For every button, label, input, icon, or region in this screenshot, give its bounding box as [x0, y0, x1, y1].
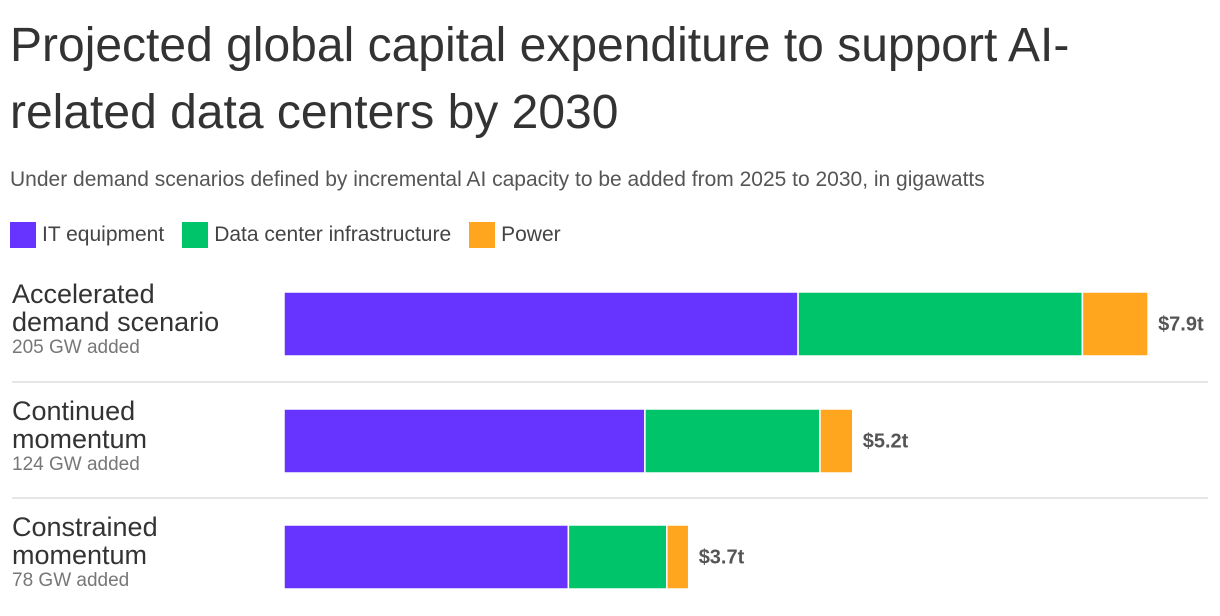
chart-subtitle: Under demand scenarios defined by increm… [10, 168, 985, 191]
legend-label: Power [501, 223, 561, 246]
category-label: Accelerated demand scenario 205 GW added [12, 280, 242, 360]
category-label: Continued momentum 124 GW added [12, 397, 242, 477]
bar-segment [283, 408, 646, 474]
bar-segment [1081, 291, 1149, 357]
bar-segment [644, 408, 821, 474]
legend-item: Data center infrastructure [182, 222, 451, 248]
category-sublabel: 205 GW added [12, 337, 140, 358]
bar-segment [283, 524, 570, 590]
bar-segment [797, 291, 1084, 357]
bar-segment [283, 291, 799, 357]
legend-label: IT equipment [42, 223, 165, 246]
legend-item: Power [469, 222, 561, 248]
legend-label: Data center infrastructure [214, 223, 452, 246]
bar-segment [666, 524, 690, 590]
legend-swatch [10, 222, 36, 248]
legend: IT equipment Data center infrastructure Po… [10, 222, 561, 248]
chart-title: Projected global capital expenditure to … [10, 19, 1070, 139]
legend-swatch [182, 222, 209, 248]
legend-item: IT equipment [10, 222, 164, 248]
category-sublabel: 124 GW added [12, 454, 140, 475]
total-label: $7.9t [1158, 313, 1204, 335]
total-label: $3.7t [699, 546, 745, 568]
total-label: $5.2t [863, 430, 909, 452]
bar-segment [567, 524, 668, 590]
bar-segment [819, 408, 854, 474]
category-label: Constrained momentum 78 GW added [12, 513, 242, 593]
legend-swatch [469, 222, 496, 248]
category-sublabel: 78 GW added [12, 570, 130, 591]
